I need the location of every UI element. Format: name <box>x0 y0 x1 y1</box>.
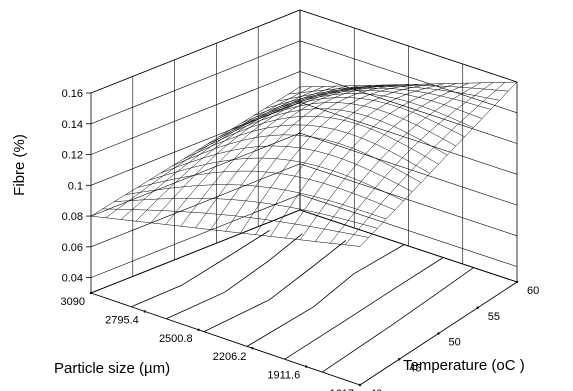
mesh-line <box>210 84 397 230</box>
y-tick <box>515 280 519 284</box>
x-tick-label: 2795.4 <box>105 314 139 326</box>
z-tick-label: 0.14 <box>62 119 83 131</box>
x-tick-label: 2500.8 <box>159 333 193 345</box>
axis-ticks: 0.04 0.06 0.08 0.1 0.12 0.14 0.16 3090 2795.4 250… <box>61 88 540 391</box>
z-axis-label: Fibre (%) <box>11 134 28 196</box>
mesh-line <box>150 85 349 223</box>
y-tick-label: 55 <box>488 311 500 323</box>
z-tick-label: 0.1 <box>68 180 83 192</box>
mesh-line <box>265 87 491 110</box>
mesh-line <box>344 82 506 245</box>
chart-walls <box>90 9 518 294</box>
x-tick <box>143 310 146 313</box>
mesh-line <box>114 197 378 229</box>
floor-contour <box>203 240 347 332</box>
floor-contour <box>166 233 303 320</box>
response-surface <box>90 81 518 247</box>
mesh-line <box>359 81 518 247</box>
z-tick-label: 0.08 <box>62 211 83 223</box>
z-tick-label: 0.12 <box>62 150 83 162</box>
z-tick-label: 0.04 <box>62 273 83 285</box>
x-tick-label: 2206.2 <box>213 351 247 363</box>
wall-gridline <box>90 9 518 94</box>
y-tick <box>358 383 362 387</box>
floor-contour <box>246 244 405 347</box>
x-tick <box>305 365 308 368</box>
wall-gridline <box>90 163 518 248</box>
wall-gridline <box>90 40 518 125</box>
floor-contour <box>284 257 444 360</box>
y-tick-label: 50 <box>449 337 461 349</box>
y-tick <box>476 306 479 309</box>
y-tick <box>437 332 440 335</box>
x-tick-label: 1911.6 <box>267 370 300 382</box>
mesh-line <box>172 134 422 183</box>
y-tick-label: 40 <box>370 388 382 391</box>
x-axis-label: Particle size (µm) <box>54 360 170 377</box>
x-tick <box>251 347 254 350</box>
x-tick <box>89 291 93 295</box>
mesh-line <box>135 85 337 222</box>
mesh-line <box>195 116 439 165</box>
wall-gridline <box>90 132 518 217</box>
floor-contour <box>131 230 270 308</box>
mesh-line <box>329 82 494 244</box>
mesh-line <box>288 85 509 95</box>
mesh-line <box>276 86 500 102</box>
wall-gridline <box>90 71 518 155</box>
x-tick-label: 3090 <box>61 296 85 308</box>
z-tick-label: 0.16 <box>62 88 83 100</box>
floor-contour <box>322 267 474 373</box>
y-tick-label: 60 <box>527 285 539 297</box>
x-tick-label: 1617 <box>330 388 354 391</box>
wall-gridline <box>90 194 518 278</box>
y-tick-label: 45 <box>409 362 421 374</box>
y-tick <box>398 358 401 361</box>
mesh-line <box>299 81 518 88</box>
x-tick <box>197 328 200 331</box>
y-axis-label: Temperature (oC ) <box>403 357 525 374</box>
z-tick-label: 0.06 <box>62 242 83 254</box>
